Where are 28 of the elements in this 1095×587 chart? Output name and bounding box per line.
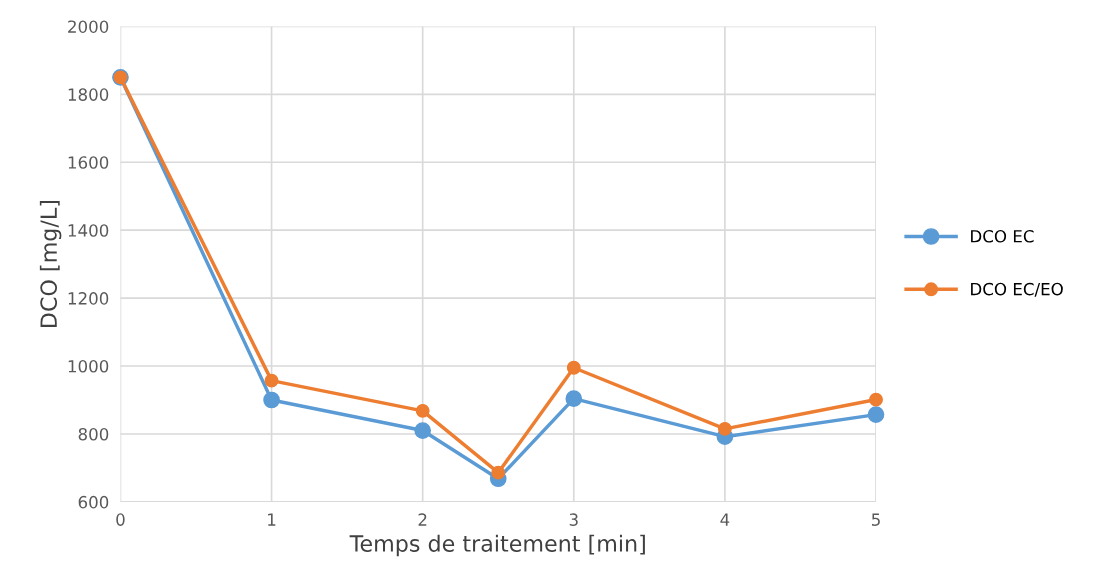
point — [565, 390, 583, 407]
point — [491, 465, 506, 480]
legend-label: DCO EC/EO — [971, 282, 1063, 297]
point — [869, 392, 883, 407]
x-tick-label: 2 — [418, 513, 427, 526]
point — [414, 422, 432, 439]
y-tick-label: 1600 — [68, 156, 109, 169]
legend-label: DCO EC — [971, 229, 1034, 243]
y-axis-title: DCO [mg/L] — [39, 200, 62, 328]
x-tick-label: 5 — [871, 513, 880, 526]
y-tick-label: 1400 — [68, 224, 109, 237]
x-tick-label: 0 — [116, 513, 125, 526]
x-tick-label: 3 — [569, 513, 578, 526]
y-tick-label: 800 — [78, 427, 109, 441]
x-tick-label: 4 — [720, 513, 730, 526]
y-tick-label: 600 — [78, 495, 109, 509]
point — [717, 421, 732, 436]
point — [566, 360, 581, 375]
y-tick-label: 1000 — [68, 360, 109, 373]
point — [867, 406, 885, 423]
point — [415, 403, 430, 418]
y-tick-label: 1200 — [68, 292, 109, 305]
point — [264, 373, 279, 388]
x-tick-label: 1 — [268, 513, 276, 526]
y-tick-label: 2000 — [68, 20, 109, 33]
point — [263, 391, 280, 409]
y-tick-label: 1800 — [68, 88, 109, 101]
x-axis-title: Temps de traitement [min] — [349, 534, 645, 557]
